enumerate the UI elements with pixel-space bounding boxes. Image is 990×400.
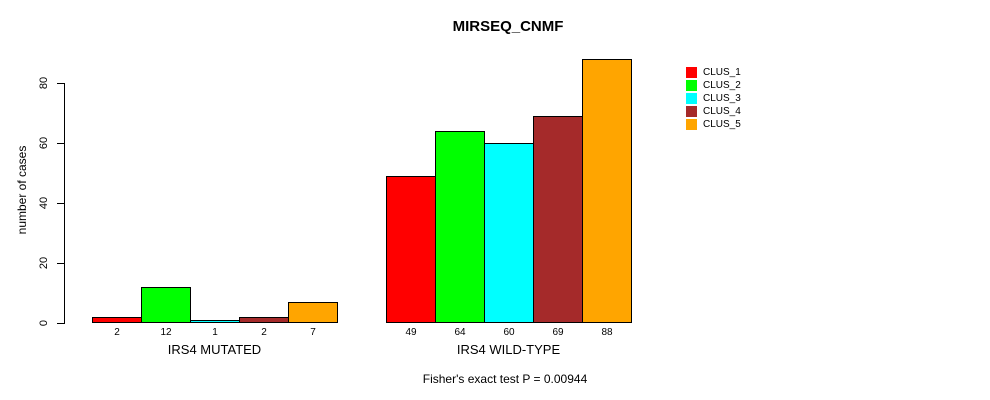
legend-item: CLUS_3 xyxy=(686,92,741,105)
bar-value-label: 2 xyxy=(114,327,120,338)
bar-value-label: 2 xyxy=(261,327,267,338)
y-axis-line xyxy=(64,83,65,324)
y-axis-tick xyxy=(57,323,64,324)
legend-label: CLUS_3 xyxy=(703,93,741,104)
legend-label: CLUS_2 xyxy=(703,80,741,91)
bar xyxy=(484,143,534,323)
bar-value-label: 7 xyxy=(310,327,316,338)
chart-title: MIRSEQ_CNMF xyxy=(452,18,564,35)
legend-item: CLUS_4 xyxy=(686,105,741,118)
legend-swatch xyxy=(686,106,697,117)
legend-item: CLUS_2 xyxy=(686,79,741,92)
legend-swatch xyxy=(686,93,697,104)
y-axis-tick xyxy=(57,263,64,264)
bar-value-label: 64 xyxy=(454,327,466,338)
bar xyxy=(582,59,632,323)
bar xyxy=(435,131,485,323)
y-axis-tick-label: 80 xyxy=(38,76,50,90)
legend-swatch xyxy=(686,80,697,91)
y-axis-tick xyxy=(57,203,64,204)
legend-swatch xyxy=(686,119,697,130)
legend-swatch xyxy=(686,67,697,78)
bar-value-label: 1 xyxy=(212,327,218,338)
legend-label: CLUS_5 xyxy=(703,119,741,130)
bar-value-label: 12 xyxy=(160,327,172,338)
y-axis-tick-label: 20 xyxy=(38,256,50,270)
bar xyxy=(533,116,583,323)
group-label: IRS4 MUTATED xyxy=(167,342,262,357)
bar xyxy=(141,287,191,323)
y-axis-tick-label: 60 xyxy=(38,136,50,150)
y-axis-tick xyxy=(57,83,64,84)
bar xyxy=(92,317,142,323)
bar-value-label: 88 xyxy=(601,327,613,338)
bar-value-label: 60 xyxy=(503,327,515,338)
legend-label: CLUS_4 xyxy=(703,106,741,117)
legend: CLUS_1 CLUS_2 CLUS_3 CLUS_4 CLUS_5 xyxy=(686,66,741,131)
y-axis-tick-label: 40 xyxy=(38,196,50,210)
caption: Fisher's exact test P = 0.00944 xyxy=(422,372,588,386)
group-label: IRS4 WILD-TYPE xyxy=(456,342,561,357)
bar-value-label: 69 xyxy=(552,327,564,338)
y-axis-tick xyxy=(57,143,64,144)
y-axis-tick-label: 0 xyxy=(38,319,50,327)
legend-label: CLUS_1 xyxy=(703,67,741,78)
legend-item: CLUS_1 xyxy=(686,66,741,79)
bar-value-label: 49 xyxy=(405,327,417,338)
bar xyxy=(288,302,338,323)
bar xyxy=(239,317,289,323)
bar xyxy=(190,320,240,323)
legend-item: CLUS_5 xyxy=(686,118,741,131)
bar xyxy=(386,176,436,323)
